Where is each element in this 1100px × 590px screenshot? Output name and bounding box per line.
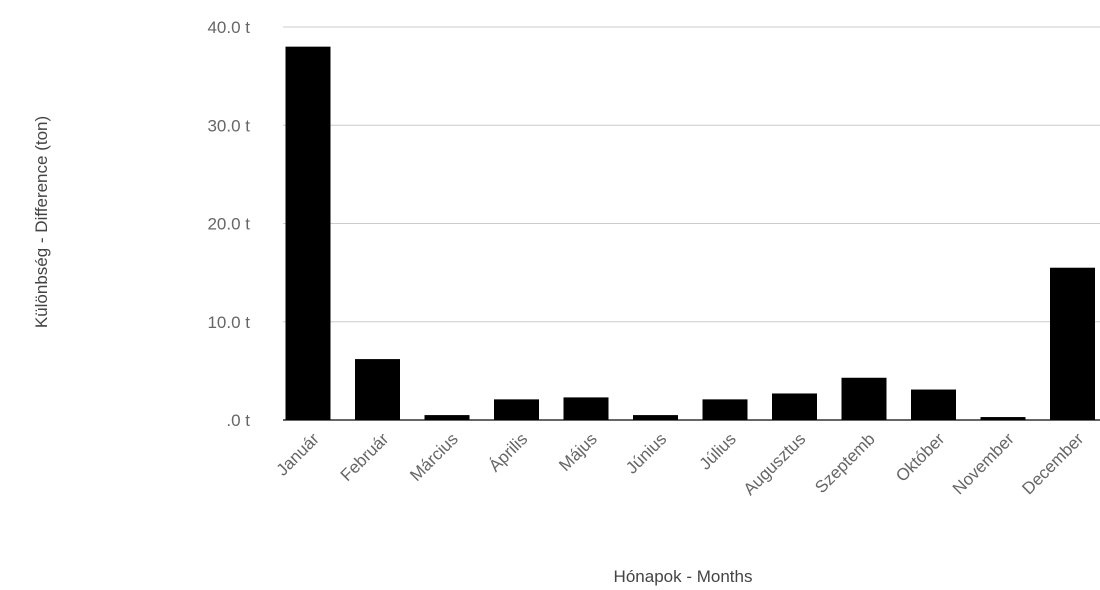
x-tick-label: Július (696, 429, 740, 473)
x-tick-label: Június (622, 429, 670, 477)
gridlines (283, 26, 1100, 421)
bar (563, 397, 609, 420)
x-tick-label: Január (273, 429, 323, 479)
bar (980, 417, 1026, 420)
x-axis-title: Hónapok - Months (614, 567, 753, 586)
y-tick-label: 40.0 t (207, 18, 250, 37)
x-axis-ticks: Január Február Március Április Május Június Jú… (273, 429, 1088, 499)
bar (772, 393, 817, 420)
bar (911, 389, 956, 420)
bar (355, 359, 400, 420)
y-tick-label: 30.0 t (207, 116, 250, 135)
bar (633, 415, 678, 420)
x-tick-label: Október (892, 429, 948, 485)
y-axis-title: Különbség - Difference (ton) (32, 116, 51, 328)
y-axis-ticks: .0 t 10.0 t 20.0 t 30.0 t 40.0 t (207, 18, 250, 430)
bar (1050, 267, 1095, 420)
x-tick-label: December (1018, 429, 1087, 498)
bars (285, 46, 1095, 421)
x-tick-label: Május (555, 429, 601, 475)
y-tick-label: 20.0 t (207, 215, 250, 234)
x-tick-label: Április (485, 429, 531, 475)
y-tick-label: 10.0 t (207, 313, 250, 332)
x-tick-label: Március (406, 429, 462, 485)
bar (424, 415, 470, 420)
x-tick-label: Szeptemb (811, 429, 879, 497)
bar (841, 377, 887, 420)
x-tick-label: Augusztus (740, 429, 810, 499)
bar (702, 399, 748, 420)
bar (285, 46, 331, 421)
x-tick-label: November (949, 429, 1018, 498)
y-tick-label: .0 t (226, 411, 250, 430)
bar (494, 399, 539, 420)
x-tick-label: Február (337, 429, 393, 485)
